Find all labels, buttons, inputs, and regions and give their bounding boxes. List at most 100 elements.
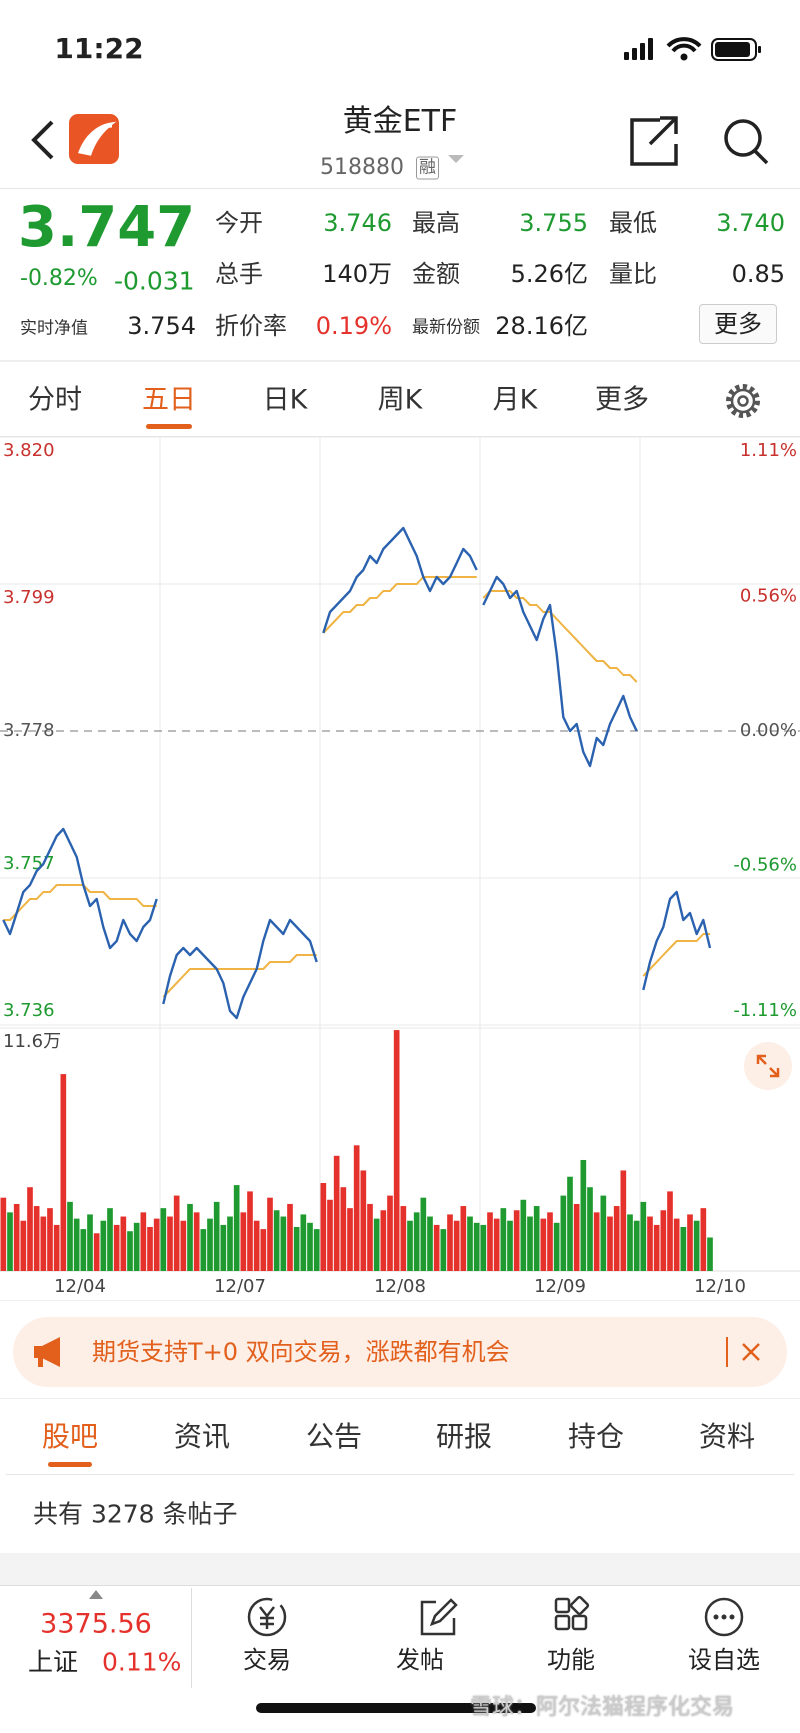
tab[interactable]: 五日 (142, 384, 196, 416)
volume-bar (180, 1220, 187, 1271)
signal-bar (640, 43, 645, 60)
back-icon[interactable] (31, 120, 54, 160)
volume-bar (227, 1216, 233, 1271)
average-line (642, 933, 710, 977)
volume-bar (547, 1212, 553, 1271)
y2-tick-label: -0.56% (733, 854, 797, 875)
volume-bar (20, 1220, 27, 1271)
tab[interactable]: 公告 (305, 1420, 363, 1453)
nav-label[interactable]: 交易 (243, 1646, 291, 1674)
volume-bar (513, 1210, 520, 1271)
volume-bar (560, 1195, 567, 1271)
volume-bar (493, 1218, 500, 1271)
trade-icon[interactable] (247, 1597, 287, 1637)
nav-label: 实时净值 (20, 318, 88, 339)
tab[interactable]: 研报 (435, 1420, 493, 1453)
promo-banner[interactable] (13, 1317, 787, 1387)
volume-bar (613, 1206, 620, 1271)
volume-bar (660, 1210, 667, 1271)
price-line (162, 918, 318, 1020)
tab[interactable]: 持仓 (567, 1420, 625, 1453)
expand-button[interactable] (743, 1041, 793, 1091)
volume-bar (407, 1220, 413, 1271)
settings-icon[interactable] (722, 380, 764, 422)
stat-value: 0.85 (731, 260, 785, 288)
battery (711, 38, 757, 61)
stat-label: 今开 (215, 209, 263, 237)
volume-bar (427, 1216, 433, 1271)
volume-bar (480, 1224, 487, 1271)
volume-bar (413, 1212, 420, 1271)
signal-bar (632, 48, 637, 60)
stat-value: 140万 (322, 260, 392, 288)
search-handle (753, 149, 769, 165)
volume-bar (140, 1212, 147, 1271)
five-day-chart: 3.736 3.757 3.778 3.799 3.820 -1.11% -0.56% 0.0… (0, 437, 800, 1297)
index-value[interactable]: 3375.56 (40, 1608, 152, 1640)
grid-square[interactable] (554, 1614, 571, 1631)
tab[interactable]: 分时 (28, 384, 82, 416)
volume-bar (33, 1206, 40, 1271)
volume-bar (647, 1216, 653, 1271)
dropdown-icon[interactable] (448, 155, 464, 163)
search-icon[interactable] (724, 119, 762, 157)
volume-bar (440, 1229, 447, 1271)
divider (6, 1474, 794, 1475)
x-tick-label: 12/10 (694, 1276, 746, 1297)
battery-level (715, 42, 750, 57)
volume-bar (667, 1191, 673, 1271)
stat-label: 金额 (412, 260, 460, 288)
more-button[interactable]: 更多 (699, 304, 777, 344)
gear-hole (737, 395, 749, 407)
volume-bar (153, 1218, 160, 1271)
volume-bar (253, 1220, 260, 1271)
y-tick-label: 3.820 (3, 440, 55, 461)
stat-label: 最高 (412, 209, 460, 237)
price-line (322, 526, 478, 634)
tab[interactable]: 月K (492, 384, 538, 416)
volume-bar (640, 1201, 647, 1271)
volume-bar (233, 1185, 240, 1271)
index-change: 0.11% (102, 1647, 182, 1677)
divider (0, 188, 800, 189)
banner-divider (726, 1337, 728, 1367)
volume-bar (87, 1214, 93, 1271)
volume-bar (320, 1183, 327, 1271)
nav-label[interactable]: 发帖 (396, 1646, 444, 1674)
volume-bar (520, 1199, 527, 1271)
tab[interactable]: 股吧 (41, 1420, 99, 1453)
y-tick-label: 3.799 (3, 587, 55, 608)
expand-icon (756, 1054, 780, 1078)
volume-bar (653, 1224, 660, 1271)
grid-diamond (569, 1595, 590, 1616)
post-icon[interactable] (420, 1600, 456, 1636)
close-icon[interactable] (740, 1341, 762, 1363)
tab[interactable]: 更多 (595, 384, 649, 416)
change: -0.031 (114, 266, 195, 296)
tab[interactable]: 资料 (698, 1420, 756, 1453)
nav-label[interactable]: 功能 (547, 1646, 595, 1674)
tab[interactable]: 周K (377, 384, 423, 416)
stat-label: 量比 (609, 260, 657, 288)
volume-bar (247, 1191, 253, 1271)
tab[interactable]: 日K (262, 384, 308, 416)
volume-bar (187, 1203, 193, 1271)
y-tick-label: 3.736 (3, 1000, 55, 1021)
divider (0, 1398, 800, 1399)
expand-bg (744, 1042, 792, 1090)
volume-bar (267, 1197, 273, 1271)
volume-bar (313, 1229, 320, 1271)
share-icon[interactable] (630, 116, 678, 166)
nav-label[interactable]: 设自选 (688, 1646, 760, 1674)
stat-value: 28.16亿 (495, 312, 588, 340)
volume-bar (200, 1229, 207, 1271)
volume-bar (207, 1218, 213, 1271)
tab[interactable]: 资讯 (173, 1420, 231, 1453)
signal-bar (648, 38, 653, 60)
volume-bar (433, 1224, 440, 1271)
megaphone (34, 1337, 60, 1367)
watch-icon[interactable] (704, 1597, 744, 1637)
volume-bar (467, 1216, 473, 1271)
volume-bar (687, 1214, 693, 1271)
volume-bar (473, 1222, 480, 1271)
